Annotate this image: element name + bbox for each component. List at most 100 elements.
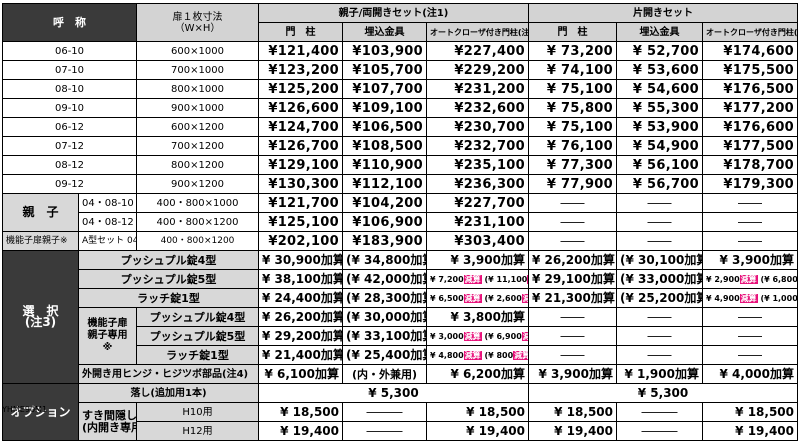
price-cell: ¥ 73,200 (528, 41, 617, 61)
price-cell: ¥179,300 (701, 174, 799, 194)
price-cell: ¥123,200 (258, 60, 343, 80)
table-row: 06-10 600×1000 ¥121,400 ¥103,900 ¥227,400 ¥ 7… (2, 41, 799, 61)
price-cell: ¥129,100 (258, 155, 343, 175)
price-cell: ¥ 77,300 (528, 155, 617, 175)
header-size: 扉１枚寸法 （W×H） (136, 3, 259, 42)
row-name: 07-10 (2, 60, 137, 80)
row-name: 06-12 (2, 117, 137, 137)
table-row: プッシュプル錠5型¥ 38,100加算(¥ 42,000加算)¥ 7,200減算… (3, 269, 799, 289)
table-row: 選 択(注3)プッシュプル錠4型¥ 30,900加算(¥ 34,800加算)¥ … (2, 250, 799, 384)
price-cell: ¥303,400 (426, 231, 529, 251)
table-row: 08-12 800×1200 ¥129,100 ¥110,900 ¥235,100 ¥ 7… (2, 155, 799, 175)
price-cell: ¥ 38,100加算 (258, 269, 343, 289)
kinou-label: 機能子扉親子※ (2, 231, 79, 251)
price-cell: ¥235,100 (426, 155, 529, 175)
price-cell: ¥232,700 (426, 136, 529, 156)
dash-cell: ―― (701, 326, 799, 346)
price-cell: ¥231,200 (426, 79, 529, 99)
price-cell: ¥ 77,900 (528, 174, 617, 194)
price-cell: (¥ 30,000加算) (342, 307, 427, 327)
price-cell: ¥ 21,300加算 (528, 288, 617, 308)
price-cell: ¥ 53,900 (616, 117, 703, 137)
table-row: オプション 落し(追加用1本) ¥ 5,300 ¥ 5,300 (2, 383, 799, 441)
row-size: 400・800×1200 (136, 231, 259, 251)
table-row: 04・08-12 400・800×1200 ¥125,100 ¥106,900 ¥231… (3, 212, 799, 232)
dash-cell: ―― (528, 212, 617, 232)
price-cell: ¥ 7,200減算 (¥ 11,100減算) (426, 269, 529, 289)
price-cell: ¥ 3,900加算 (701, 250, 799, 270)
otoshi-label: 落し(追加用1本) (78, 383, 259, 403)
row-size: 700×1200 (136, 136, 259, 156)
price-cell: ¥183,900 (342, 231, 427, 251)
price-cell: ¥229,200 (426, 60, 529, 80)
price-cell: ¥126,600 (258, 98, 343, 118)
header-col-1: 埋込金具 (342, 22, 427, 42)
price-cell: ¥108,500 (342, 136, 427, 156)
price-cell: (¥ 28,300加算) (342, 288, 427, 308)
price-cell: ¥ 75,800 (528, 98, 617, 118)
price-cell: ¥ 26,200加算 (258, 307, 343, 327)
price-cell: ¥ 18,500 (528, 402, 617, 422)
row-name: 08-12 (2, 155, 137, 175)
price-cell: ¥ 19,400 (528, 421, 617, 441)
table-row: 06-12 600×1200 ¥124,700 ¥106,500 ¥230,700 ¥ 7… (2, 117, 799, 137)
price-cell: ¥ 19,400 (258, 421, 343, 441)
price-cell: ¥232,600 (426, 98, 529, 118)
price-table: 呼 称扉１枚寸法 （W×H） 親子/両開きセット(注1) 片開きセット門 柱埋込金具オ… (2, 3, 799, 441)
row-size: 600×1000 (136, 41, 259, 61)
select-item: ラッチ錠1型 (136, 345, 259, 365)
row-name: 09-12 (2, 174, 137, 194)
sukima-label: すき間隠し(内開き専用) (78, 402, 137, 441)
header-col-4: 埋込金具 (616, 22, 703, 42)
row-name: 09-10 (2, 98, 137, 118)
price-cell: ¥227,700 (426, 193, 529, 213)
row-size: 400・800×1200 (136, 212, 259, 232)
table-row: 機能子扉親子※A型セット 04・08-12400・800×1200¥202,10… (2, 231, 799, 251)
dash-cell: ―― (701, 345, 799, 365)
dash-cell: ――― (342, 421, 427, 441)
table-row: ラッチ錠1型¥ 24,400加算(¥ 28,300加算)¥ 6,500減算 (¥… (3, 288, 799, 308)
price-cell: ¥ 24,400加算 (258, 288, 343, 308)
table-row: 07-10 700×1000 ¥123,200 ¥105,700 ¥229,200 ¥ 7… (2, 60, 799, 80)
price-cell: ¥236,300 (426, 174, 529, 194)
price-cell: ¥109,100 (342, 98, 427, 118)
dash-cell: ―― (616, 307, 703, 327)
price-cell: ¥104,200 (342, 193, 427, 213)
price-cell: (¥ 25,400加算) (342, 345, 427, 365)
dash-cell: ―― (616, 212, 703, 232)
dash-cell: ―― (701, 307, 799, 327)
sukima-height: H12用 (136, 421, 259, 441)
price-cell: ¥ 54,600 (616, 79, 703, 99)
price-table-page: 呼 称扉１枚寸法 （W×H） 親子/両開きセット(注1) 片開きセット門 柱埋込金具オ… (2, 3, 799, 441)
price-cell: ¥ 52,700 (616, 41, 703, 61)
price-cell: ¥ 6,200加算 (426, 364, 529, 384)
select-label: 選 択 (注3) (2, 250, 79, 384)
table-row: すき間隠し(内開き専用)H10用¥ 18,500―――¥ 18,500¥ 18,… (3, 402, 799, 441)
price-cell: ¥ 5,300 (258, 383, 529, 403)
price-cell: ¥176,600 (701, 117, 799, 137)
header-group-oyako: 親子/両開きセット(注1) (258, 3, 529, 23)
price-cell: ¥ 75,100 (528, 79, 617, 99)
row-size: 400・800×1000 (136, 193, 259, 213)
dash-cell: ―― (616, 326, 703, 346)
select-item: プッシュプル錠5型 (78, 269, 259, 289)
dash-cell: ―― (528, 345, 617, 365)
price-cell: ¥121,400 (258, 41, 343, 61)
price-cell: ¥202,100 (258, 231, 343, 251)
price-cell: ¥174,600 (701, 41, 799, 61)
price-cell: ¥ 55,300 (616, 98, 703, 118)
price-cell: ¥ 74,100 (528, 60, 617, 80)
price-cell: ¥ 18,500 (701, 402, 799, 422)
price-cell: ¥ 4,900減算 (¥ 1,000減算) (701, 288, 799, 308)
table-row: 親 子 04・08-10 400・800×1000 ¥121,700 ¥104,200 ¥… (2, 193, 799, 232)
oyako-label: 親 子 (2, 193, 79, 232)
dash-cell: ―― (701, 231, 799, 251)
kinou-set: A型セット 04・08-12 (78, 231, 137, 251)
price-cell: ¥106,900 (342, 212, 427, 232)
price-cell: ¥124,700 (258, 117, 343, 137)
table-row: 呼 称扉１枚寸法 （W×H） 親子/両開きセット(注1) 片開きセット (2, 3, 799, 42)
price-cell: ¥110,900 (342, 155, 427, 175)
header-col-2: オートクローザ付き門柱(注2) (426, 22, 529, 42)
price-cell: ¥227,400 (426, 41, 529, 61)
price-cell: ¥ 18,500 (426, 402, 529, 422)
